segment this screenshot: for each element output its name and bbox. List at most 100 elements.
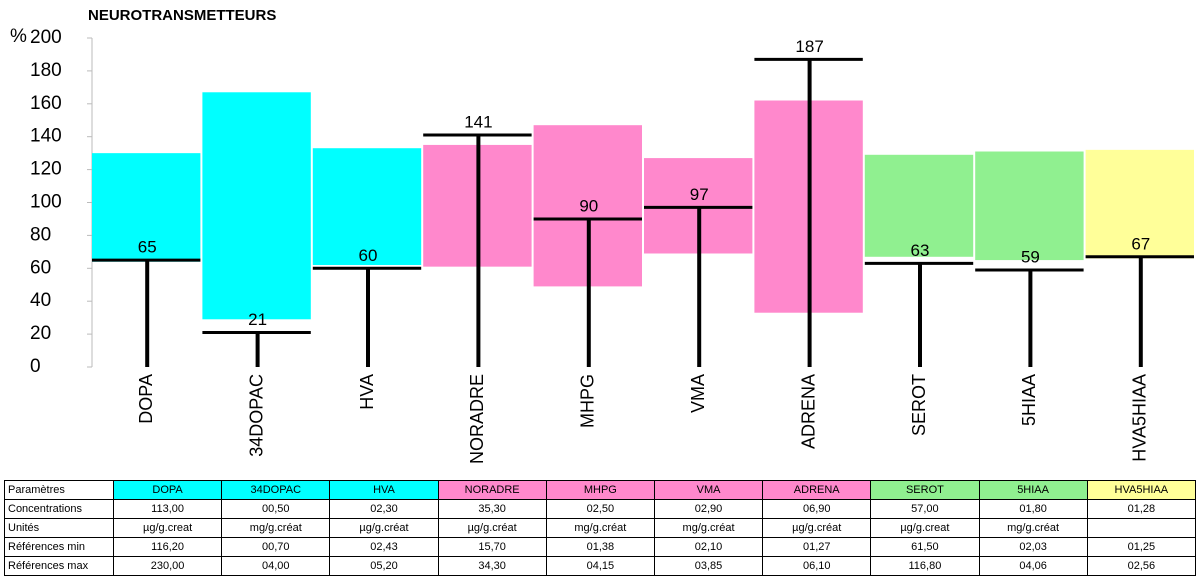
table-cell: 5HIAA <box>978 480 1088 500</box>
table-cell: SEROT <box>870 480 980 500</box>
table-cell: 02,56 <box>1086 556 1197 576</box>
table-cell: 34DOPAC <box>221 480 331 500</box>
table-cell <box>1086 518 1197 538</box>
value-label: 67 <box>1131 234 1150 253</box>
table-cell: 02,50 <box>545 499 655 519</box>
y-tick-label: 140 <box>30 126 62 147</box>
table-cell: 15,70 <box>437 537 547 557</box>
x-tick-label: 34DOPAC <box>246 374 266 457</box>
table-cell: 05,20 <box>329 556 439 576</box>
table-cell: Références max <box>4 556 114 576</box>
table-row: Concentrations 113,00 00,50 02,30 35,30 02,50… <box>4 499 1197 519</box>
table-cell: ADRENA <box>762 480 872 500</box>
range-box <box>312 148 422 266</box>
table-cell: 34,30 <box>437 556 547 576</box>
table-cell: 04,15 <box>545 556 655 576</box>
table-row: Paramètres DOPA 34DOPAC HVA NORADRE MHPG VMA AD… <box>4 480 1197 500</box>
y-tick-label: 80 <box>30 224 51 245</box>
x-tick-label: VMA <box>688 374 708 413</box>
y-tick-label: 0 <box>30 356 41 377</box>
table-cell: MHPG <box>545 480 655 500</box>
value-label: 65 <box>138 238 157 257</box>
table-cell: 57,00 <box>870 499 980 519</box>
x-tick-label: DOPA <box>136 374 156 424</box>
table-cell: mg/g.créat <box>653 518 764 538</box>
table-cell: 01,38 <box>545 537 655 557</box>
y-tick-label: 120 <box>30 159 62 180</box>
table-cell: 61,50 <box>870 537 980 557</box>
y-tick-label: 40 <box>30 290 51 311</box>
table-cell: 35,30 <box>437 499 547 519</box>
value-label: 59 <box>1021 247 1040 266</box>
table-cell: NORADRE <box>437 480 547 500</box>
table-cell: µg/g.créat <box>437 518 547 538</box>
table-cell: mg/g.créat <box>978 518 1088 538</box>
table-cell: 02,30 <box>329 499 439 519</box>
table-cell: 02,03 <box>978 537 1088 557</box>
range-box <box>92 153 201 262</box>
x-tick-label: 5HIAA <box>1019 374 1039 426</box>
table-cell: mg/g.créat <box>221 518 331 538</box>
value-label: 90 <box>579 196 598 215</box>
table-cell: 04,06 <box>978 556 1088 576</box>
value-label: 187 <box>795 37 823 56</box>
table-row: Unités µg/g.creat mg/g.créat µg/g.créat µg/g… <box>4 518 1197 538</box>
table-cell: Unités <box>4 518 114 538</box>
table-cell: 06,90 <box>762 499 872 519</box>
x-tick-label: SEROT <box>909 374 929 436</box>
y-tick-label: 60 <box>30 257 51 278</box>
chart-title: NEUROTRANSMETTEURS <box>88 7 276 24</box>
table-cell: 00,50 <box>221 499 331 519</box>
range-box <box>1085 149 1194 259</box>
y-tick-label: 100 <box>30 192 62 213</box>
table-cell: 116,80 <box>870 556 980 576</box>
x-tick-label: HVA <box>357 374 377 410</box>
x-tick-label: NORADRE <box>467 374 487 464</box>
table-cell: Concentrations <box>4 499 114 519</box>
table-row: Références min 116,20 00,70 02,43 15,70 01,38… <box>4 537 1197 557</box>
y-tick-label: 20 <box>30 323 51 344</box>
x-tick-label: MHPG <box>578 374 598 428</box>
x-tick-label: ADRENA <box>798 374 818 449</box>
table-cell: VMA <box>653 480 764 500</box>
y-axis-label: % <box>10 26 27 47</box>
range-box <box>975 151 1084 261</box>
chart: NEUROTRANSMETTEURS % 0 20 40 60 80 100 120 140 1… <box>10 7 1194 464</box>
table-cell: 02,10 <box>653 537 764 557</box>
table-cell: 00,70 <box>221 537 331 557</box>
value-label: 97 <box>690 185 709 204</box>
table-cell: 01,28 <box>1086 499 1197 519</box>
table-cell: Paramètres <box>4 480 114 500</box>
table-cell: 01,27 <box>762 537 872 557</box>
table-cell: µg/g.créat <box>762 518 872 538</box>
table-cell: 01,80 <box>978 499 1088 519</box>
table-cell: 02,43 <box>329 537 439 557</box>
value-label: 60 <box>359 246 378 265</box>
value-label: 63 <box>911 241 930 260</box>
table-cell: mg/g.créat <box>545 518 655 538</box>
table-cell: µg/g.creat <box>112 518 223 538</box>
y-tick-label: 160 <box>30 93 62 114</box>
table-cell: 116,20 <box>112 537 223 557</box>
range-box <box>864 154 974 257</box>
table-row: Références max 230,00 04,00 05,20 34,30 04,15… <box>4 556 1197 576</box>
table-cell: DOPA <box>112 480 223 500</box>
table-cell: HVA <box>329 480 439 500</box>
y-tick-label: 200 <box>30 27 62 48</box>
data-table: Paramètres DOPA 34DOPAC HVA NORADRE MHPG VMA AD… <box>4 480 1197 576</box>
table-cell: HVA5HIAA <box>1086 480 1197 500</box>
table-cell: µg/g.créat <box>329 518 439 538</box>
value-label: 21 <box>248 310 267 329</box>
range-box <box>202 92 311 320</box>
table-cell: 01,25 <box>1086 537 1197 557</box>
table-cell: 04,00 <box>221 556 331 576</box>
table-cell: µg/g.creat <box>870 518 980 538</box>
table-cell: 113,00 <box>112 499 223 519</box>
y-tick-label: 180 <box>30 60 62 81</box>
table-cell: 230,00 <box>112 556 223 576</box>
table-cell: 02,90 <box>653 499 764 519</box>
x-tick-label: HVA5HIAA <box>1130 374 1150 462</box>
table-cell: Références min <box>4 537 114 557</box>
table-cell: 03,85 <box>653 556 764 576</box>
